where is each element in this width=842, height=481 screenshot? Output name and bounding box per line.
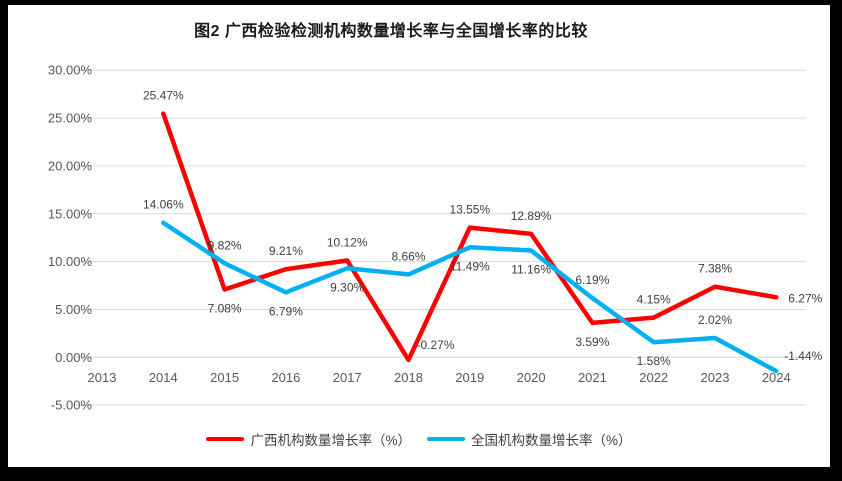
data-label-series-0: 12.89%	[511, 209, 552, 223]
x-axis-year-label: 2013	[88, 370, 117, 385]
data-label-series-1: 1.58%	[637, 354, 671, 368]
data-label-series-1: 11.49%	[450, 259, 490, 273]
legend-label: 广西机构数量增长率（%）	[250, 433, 411, 448]
data-label-series-0: 13.55%	[449, 203, 490, 217]
y-axis-tick-label: 30.00%	[48, 63, 93, 78]
data-label-series-1: 9.30%	[330, 280, 364, 294]
data-label-series-0: 6.27%	[788, 291, 822, 305]
data-label-series-0: 10.12%	[327, 235, 368, 249]
data-label-series-0: 7.38%	[698, 262, 732, 276]
x-axis-year-label: 2024	[762, 370, 791, 385]
data-label-series-1: 6.79%	[269, 304, 303, 318]
legend-swatch-red-line	[206, 436, 245, 442]
line-chart: 30.00% 25.00% 20.00% 15.00% 10.00% 5.00% 0.00%…	[48, 63, 823, 413]
data-label-series-0: 4.15%	[637, 293, 671, 307]
y-axis-tick-label: 20.00%	[48, 158, 93, 173]
y-axis-tick-label: 15.00%	[48, 206, 93, 221]
data-label-series-1: 9.82%	[208, 238, 242, 252]
y-axis-tick-label: 0.00%	[55, 350, 92, 365]
chart-area: 图2 广西检验检测机构数量增长率与全国增长率的比较 30.00% 25.00% 20…	[8, 5, 830, 467]
x-axis-year-label: 2016	[271, 370, 300, 385]
data-label-series-1: 11.16%	[511, 262, 551, 276]
legend-item-national[interactable]: 全国机构数量增长率（%）	[427, 429, 632, 449]
data-label-series-0: 3.59%	[575, 335, 609, 349]
chart-title: 图2 广西检验检测机构数量增长率与全国增长率的比较	[194, 23, 588, 40]
chart-legend: 广西机构数量增长率（%） 全国机构数量增长率（%）	[8, 429, 830, 449]
data-label-series-0: 25.47%	[143, 89, 184, 103]
y-axis-tick-label: 5.00%	[55, 302, 92, 317]
data-label-series-0: 9.21%	[269, 244, 303, 258]
x-axis-year-label: 2019	[455, 370, 484, 385]
data-label-series-1: 8.66%	[391, 249, 425, 263]
y-axis-tick-label: -5.00%	[51, 398, 93, 413]
x-axis-year-label: 2021	[578, 370, 607, 385]
y-axis-tick-label: 25.00%	[48, 111, 93, 126]
x-axis-year-label: 2018	[394, 370, 423, 385]
x-axis-year-label: 2014	[149, 370, 178, 385]
series-line-1[interactable]	[161, 220, 779, 374]
y-axis-tick-label: 10.00%	[48, 254, 93, 269]
x-axis-year-label: 2015	[210, 370, 239, 385]
x-axis-year-label: 2017	[333, 370, 362, 385]
series-line-0[interactable]	[161, 111, 779, 363]
data-label-series-1: 14.06%	[143, 198, 184, 212]
data-label-series-0: -0.27%	[417, 338, 455, 352]
data-label-series-1: 2.02%	[698, 313, 732, 327]
data-label-series-1: 6.19%	[575, 273, 609, 287]
legend-swatch-blue-line	[427, 436, 465, 442]
legend-item-guangxi[interactable]: 广西机构数量增长率（%）	[206, 429, 411, 449]
legend-label: 全国机构数量增长率（%）	[471, 433, 632, 448]
data-label-series-1: -1.44%	[784, 349, 822, 363]
x-axis-year-label: 2023	[701, 370, 730, 385]
x-axis-year-label: 2020	[517, 370, 546, 385]
data-label-series-0: 7.08%	[208, 302, 242, 316]
x-axis-year-label: 2022	[639, 370, 668, 385]
